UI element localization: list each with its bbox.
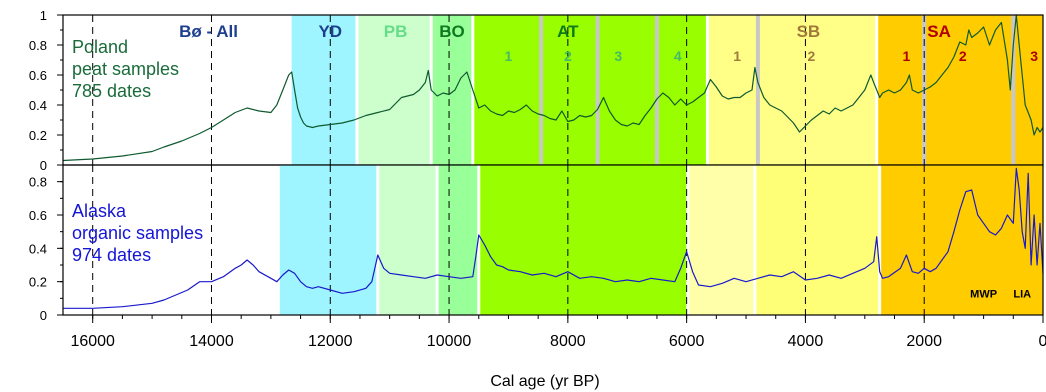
period-band-alaska-6 [879, 165, 1043, 315]
period-band-alaska-5 [754, 165, 880, 315]
panel-text-alaska-2: 974 dates [72, 245, 151, 265]
period-label-yd: YD [318, 22, 342, 41]
x-tick-label-8: 0 [1039, 333, 1046, 350]
panel-text-poland-1: peat samples [72, 59, 179, 79]
panel-poland: YD PB BO AT SB SA Bø - All 1 2 3 4 1 2 1 2 3 Polandpeat … [29, 8, 1044, 173]
panel-text-poland-0: Poland [72, 37, 128, 57]
period-band-alaska-3 [478, 165, 688, 315]
x-tick-label-7: 2000 [906, 333, 942, 350]
panel-frame-alaska [62, 164, 1044, 316]
subperiod-label-6: 1 [902, 48, 910, 64]
subperiod-label-5: 2 [807, 48, 815, 64]
subperiod-label-7: 2 [959, 48, 967, 64]
x-axis-title: Cal age (yr BP) [490, 373, 599, 390]
panel-text-alaska-0: Alaska [72, 201, 127, 221]
x-tick-label-6: 4000 [788, 333, 824, 350]
y-tick-label-poland-1: 0.2 [29, 128, 47, 143]
panel-text-poland-2: 785 dates [72, 81, 151, 101]
annotation-mwp: MWP [970, 288, 997, 300]
subperiod-label-4: 1 [733, 48, 741, 64]
period-band-alaska-1 [377, 165, 438, 315]
subperiod-label-2: 3 [614, 48, 622, 64]
x-tick-label-5: 6000 [669, 333, 705, 350]
y-tick-label-poland-0: 0 [40, 158, 47, 173]
period-label-sb: SB [797, 22, 821, 41]
series-line-alaska [63, 167, 1044, 309]
subperiod-label-1: 2 [564, 48, 572, 64]
period-label-at: AT [557, 22, 579, 41]
period-label-sa: SA [927, 22, 951, 41]
series-line-poland [62, 14, 1044, 162]
y-tick-label-poland-4: 0.8 [29, 38, 47, 53]
y-tick-label-alaska-1: 0.2 [29, 275, 47, 290]
period-band-poland-3 [472, 15, 708, 165]
x-tick-label-3: 10000 [427, 333, 472, 350]
y-tick-label-alaska-2: 0.4 [29, 241, 47, 256]
x-tick-label-2: 12000 [308, 333, 353, 350]
period-band-poland-2 [431, 15, 473, 165]
x-tick-label-0: 16000 [70, 333, 115, 350]
x-tick-label-1: 14000 [189, 333, 234, 350]
period-label-bo: BO [439, 22, 465, 41]
period-band-alaska-4 [687, 165, 755, 315]
period-label-bolling-allerod: Bø - All [179, 22, 238, 41]
subperiod-label-8: 3 [1030, 48, 1038, 64]
period-band-poland-0 [291, 15, 357, 165]
period-band-alaska-2 [437, 165, 479, 315]
y-tick-label-alaska-0: 0 [40, 308, 47, 323]
y-tick-label-alaska-3: 0.6 [29, 208, 47, 223]
period-label-pb: PB [384, 22, 408, 41]
period-band-alaska-0 [279, 165, 378, 315]
x-tick-label-4: 8000 [550, 333, 586, 350]
y-tick-label-alaska-4: 0.8 [29, 175, 47, 190]
annotation-lia: LIA [1013, 288, 1031, 300]
subperiod-label-0: 1 [505, 48, 513, 64]
panel-text-alaska-1: organic samples [72, 223, 203, 243]
y-tick-label-poland-2: 0.4 [29, 98, 47, 113]
x-axis: 16000 14000 12000 10000 8000 6000 4000 2000 0 [70, 315, 1046, 350]
period-band-poland-4 [707, 15, 877, 165]
y-tick-label-poland-5: 1 [40, 8, 47, 23]
y-tick-label-poland-3: 0.6 [29, 68, 47, 83]
subperiod-label-3: 4 [674, 48, 682, 64]
